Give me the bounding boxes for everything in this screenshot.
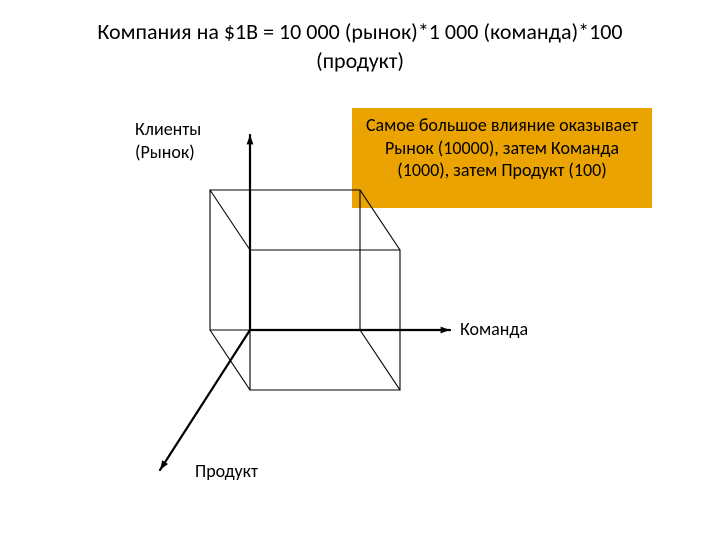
cube-diagram — [0, 0, 720, 540]
